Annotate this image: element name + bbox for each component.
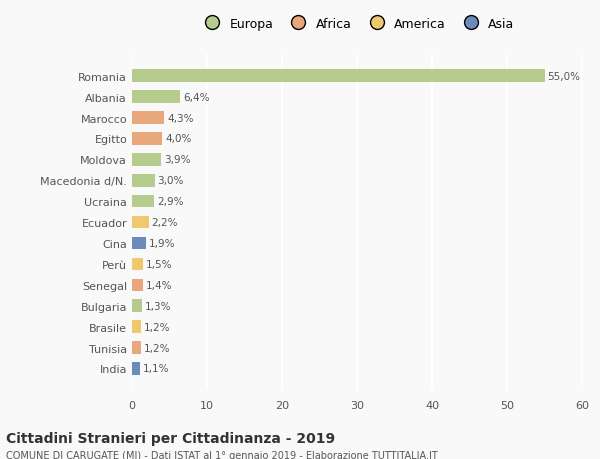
Legend: Europa, Africa, America, Asia: Europa, Africa, America, Asia	[199, 18, 515, 31]
Bar	[132, 341, 141, 354]
Text: 1,3%: 1,3%	[145, 301, 171, 311]
Text: 3,0%: 3,0%	[157, 176, 184, 186]
Bar	[132, 321, 141, 333]
Text: 6,4%: 6,4%	[183, 92, 209, 102]
Text: 1,2%: 1,2%	[144, 322, 170, 332]
Bar	[132, 133, 162, 146]
Bar	[132, 258, 143, 271]
Bar	[132, 174, 155, 187]
Text: 3,9%: 3,9%	[164, 155, 191, 165]
Text: 2,9%: 2,9%	[157, 197, 183, 207]
Bar	[132, 91, 180, 104]
Text: 1,1%: 1,1%	[143, 364, 170, 374]
Bar	[132, 154, 161, 166]
Text: 1,9%: 1,9%	[149, 239, 176, 248]
Bar	[132, 363, 140, 375]
Text: 1,2%: 1,2%	[144, 343, 170, 353]
Text: 1,5%: 1,5%	[146, 259, 173, 269]
Bar	[132, 279, 143, 291]
Bar	[132, 237, 146, 250]
Bar	[132, 300, 142, 312]
Text: 4,3%: 4,3%	[167, 113, 194, 123]
Bar	[132, 70, 545, 83]
Text: COMUNE DI CARUGATE (MI) - Dati ISTAT al 1° gennaio 2019 - Elaborazione TUTTITALI: COMUNE DI CARUGATE (MI) - Dati ISTAT al …	[6, 450, 438, 459]
Text: 55,0%: 55,0%	[548, 72, 581, 82]
Text: 1,4%: 1,4%	[146, 280, 172, 290]
Bar	[132, 196, 154, 208]
Bar	[132, 112, 164, 124]
Text: 2,2%: 2,2%	[151, 218, 178, 228]
Text: 4,0%: 4,0%	[165, 134, 191, 144]
Bar	[132, 216, 149, 229]
Text: Cittadini Stranieri per Cittadinanza - 2019: Cittadini Stranieri per Cittadinanza - 2…	[6, 431, 335, 445]
